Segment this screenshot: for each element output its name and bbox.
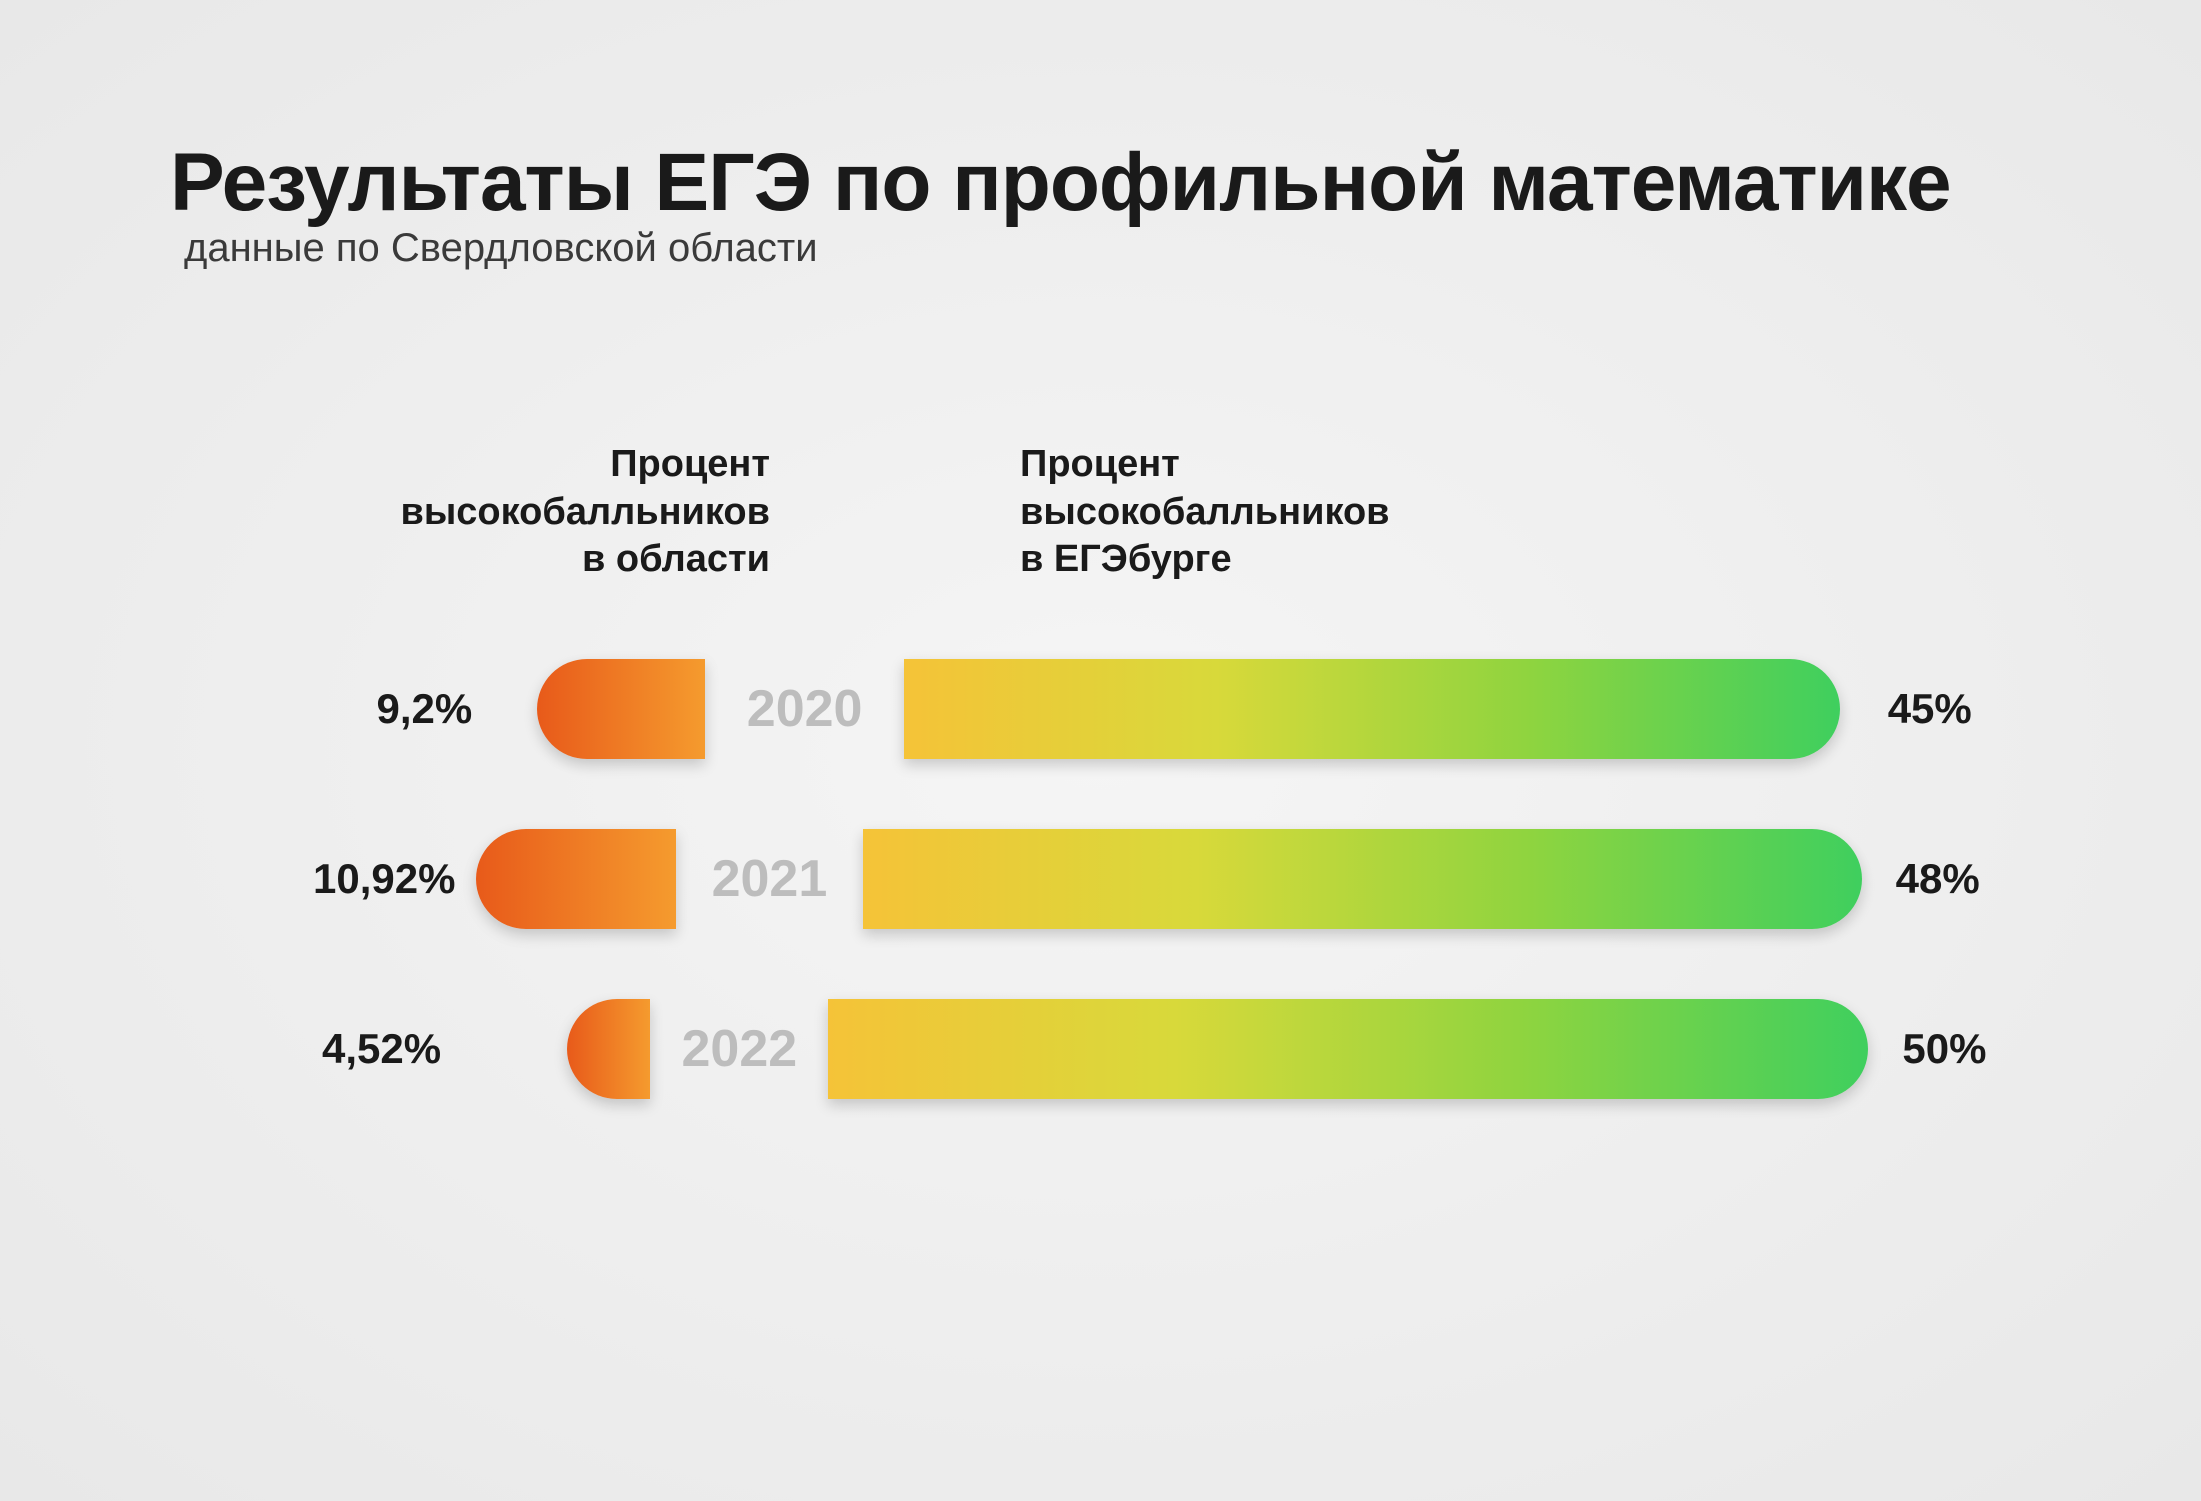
chart-container: Результаты ЕГЭ по профильной математике … (0, 0, 2201, 1114)
right-value-label: 50% (1868, 1025, 2031, 1073)
left-value-label: 4,52% (170, 1025, 441, 1073)
year-label: 2020 (705, 679, 904, 739)
left-bar-track (455, 829, 675, 929)
right-bar-track (904, 659, 1854, 759)
left-bar (537, 659, 705, 759)
year-label: 2022 (650, 1019, 828, 1079)
left-bar (567, 999, 650, 1099)
left-bar (476, 829, 676, 929)
right-value-label: 45% (1854, 685, 2031, 733)
chart-rows: 9,2% 2020 45% 10,92% 2021 48% 4,52% 2022… (170, 644, 2031, 1114)
chart-row: 10,92% 2021 48% (170, 814, 2031, 944)
chart-subtitle: данные по Свердловской области (184, 226, 818, 270)
chart-title: Результаты ЕГЭ по профильной математике (170, 137, 1951, 228)
header-right: Процент высокобалльников в ЕГЭбурге (1020, 441, 1390, 584)
left-value-label: 10,92% (170, 855, 455, 903)
right-bar (904, 659, 1840, 759)
right-value-label: 48% (1862, 855, 2031, 903)
right-bar (828, 999, 1868, 1099)
right-bar-track (863, 829, 1861, 929)
chart-row: 4,52% 2022 50% (170, 984, 2031, 1114)
year-label: 2021 (676, 849, 864, 909)
title-block: Результаты ЕГЭ по профильной математике … (170, 140, 2031, 271)
left-bar-track (441, 999, 650, 1099)
header-left: Процент высокобалльников в области (170, 441, 790, 584)
left-value-label: 9,2% (170, 685, 472, 733)
right-bar-track (828, 999, 1868, 1099)
right-bar (863, 829, 1861, 929)
chart-row: 9,2% 2020 45% (170, 644, 2031, 774)
column-headers: Процент высокобалльников в области Проце… (170, 441, 2031, 584)
left-bar-track (472, 659, 705, 759)
